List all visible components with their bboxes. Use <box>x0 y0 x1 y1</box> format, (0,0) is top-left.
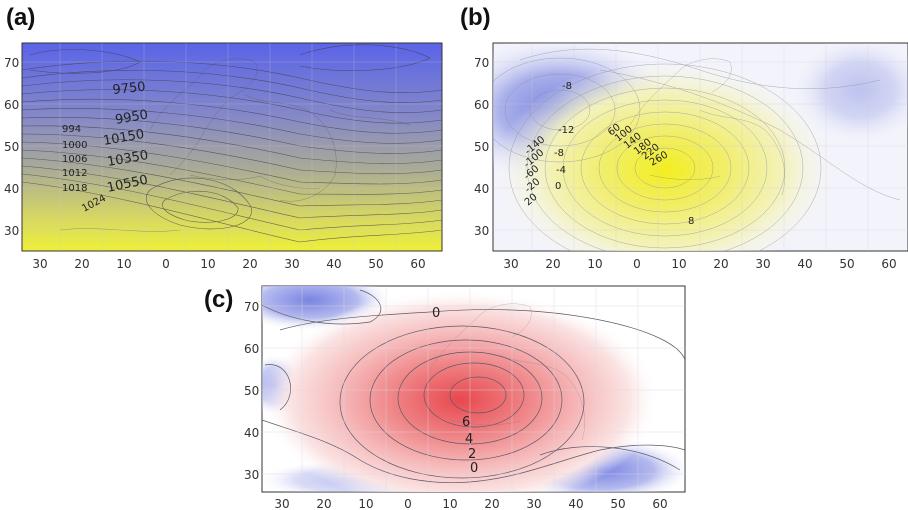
panel-a-x-tick: 50 <box>368 257 383 271</box>
panel-c-x-tick: 30 <box>274 497 289 510</box>
panel-a-contour-label: 9750 <box>112 80 146 98</box>
panel-a-y-tick: 50 <box>4 140 19 154</box>
panel-b-contour-label: -8 <box>554 148 564 159</box>
panel-c-map: 0 6 4 2 0 70 60 50 40 30 30 20 10 0 10 2… <box>244 285 686 510</box>
panel-a-contour-label: 10350 <box>106 148 149 170</box>
panel-b-contour-label: -8 <box>562 81 572 92</box>
panel-c-contour-label: 0 <box>432 306 440 321</box>
panel-c-contour-label: 6 <box>462 415 470 430</box>
panel-a-x-tick: 20 <box>242 257 257 271</box>
panel-a-y-tick: 60 <box>4 98 19 112</box>
panel-b-y-tick: 60 <box>474 98 489 112</box>
panel-c-y-tick: 40 <box>244 426 259 440</box>
panel-c-y-tick: 30 <box>244 468 259 482</box>
panel-a-x-tick: 40 <box>326 257 341 271</box>
panel-c-y-tick: 50 <box>244 384 259 398</box>
panel-a-x-tick: 10 <box>116 257 131 271</box>
panel-b-y-tick: 30 <box>474 224 489 238</box>
panel-b-contour-label: -4 <box>556 165 566 176</box>
panel-a-map: 9750 9950 10150 10350 10550 994 1000 100… <box>4 42 443 271</box>
panel-a-y-tick: 30 <box>4 224 19 238</box>
panel-b-x-tick: 10 <box>587 257 602 271</box>
panel-c-x-tick: 50 <box>610 497 625 510</box>
panel-b-x-tick: 40 <box>797 257 812 271</box>
panel-c-x-tick: 10 <box>358 497 373 510</box>
panel-a-x-tick: 30 <box>284 257 299 271</box>
panel-a-y-tick: 40 <box>4 182 19 196</box>
panel-a-x-tick: 20 <box>74 257 89 271</box>
panel-b-x-tick: 20 <box>713 257 728 271</box>
panel-c-contour-label: 0 <box>470 461 478 476</box>
panel-c-y-tick: 60 <box>244 342 259 356</box>
panel-c-x-tick: 20 <box>316 497 331 510</box>
panel-a-x-tick: 10 <box>200 257 215 271</box>
panel-a-y-tick: 70 <box>4 56 19 70</box>
panel-b-x-tick: 60 <box>881 257 896 271</box>
panel-a-contour-label: 1012 <box>62 168 87 179</box>
panel-a-label: (a) <box>6 4 36 31</box>
panel-b-x-tick: 30 <box>755 257 770 271</box>
panel-b-y-tick: 70 <box>474 56 489 70</box>
panel-b-contour-label: 0 <box>555 181 561 192</box>
panel-c-x-tick: 60 <box>652 497 667 510</box>
panel-c-x-tick: 40 <box>568 497 583 510</box>
panel-b-x-tick: 30 <box>503 257 518 271</box>
panel-b-x-tick: 20 <box>545 257 560 271</box>
panel-c-x-tick: 10 <box>442 497 457 510</box>
panel-b-contour-label: -12 <box>558 125 574 136</box>
panel-c-x-tick: 30 <box>526 497 541 510</box>
panel-a-contour-label: 10150 <box>102 127 145 149</box>
panel-b-map: -8 -12 -8 -4 0 60 100 140 180 220 260 -1… <box>474 42 908 271</box>
panel-a-contour-label: 994 <box>62 124 81 135</box>
panel-b-y-tick: 40 <box>474 182 489 196</box>
panel-b-x-tick: 10 <box>671 257 686 271</box>
panel-a-contour-label: 1018 <box>62 183 87 194</box>
panel-a-contour-label: 9950 <box>114 107 149 128</box>
panel-c-x-tick: 0 <box>404 497 412 510</box>
panel-a-x-tick: 30 <box>32 257 47 271</box>
panel-b-label: (b) <box>460 4 491 31</box>
panel-a-contour-label: 1006 <box>62 154 87 165</box>
panel-b-x-tick: 50 <box>839 257 854 271</box>
panel-c-contour-label: 2 <box>468 447 476 462</box>
panel-c-x-tick: 20 <box>484 497 499 510</box>
panel-c-label: (c) <box>204 286 234 313</box>
panel-c-contour-label: 4 <box>465 432 473 447</box>
panel-a-x-tick: 0 <box>162 257 170 271</box>
panel-a-contour-label: 1000 <box>62 140 87 151</box>
panel-b-contour-label: 8 <box>688 216 694 227</box>
panel-b-x-tick: 0 <box>633 257 641 271</box>
panel-a-x-tick: 60 <box>410 257 425 271</box>
panel-c-y-tick: 70 <box>244 300 259 314</box>
panel-b-y-tick: 50 <box>474 140 489 154</box>
